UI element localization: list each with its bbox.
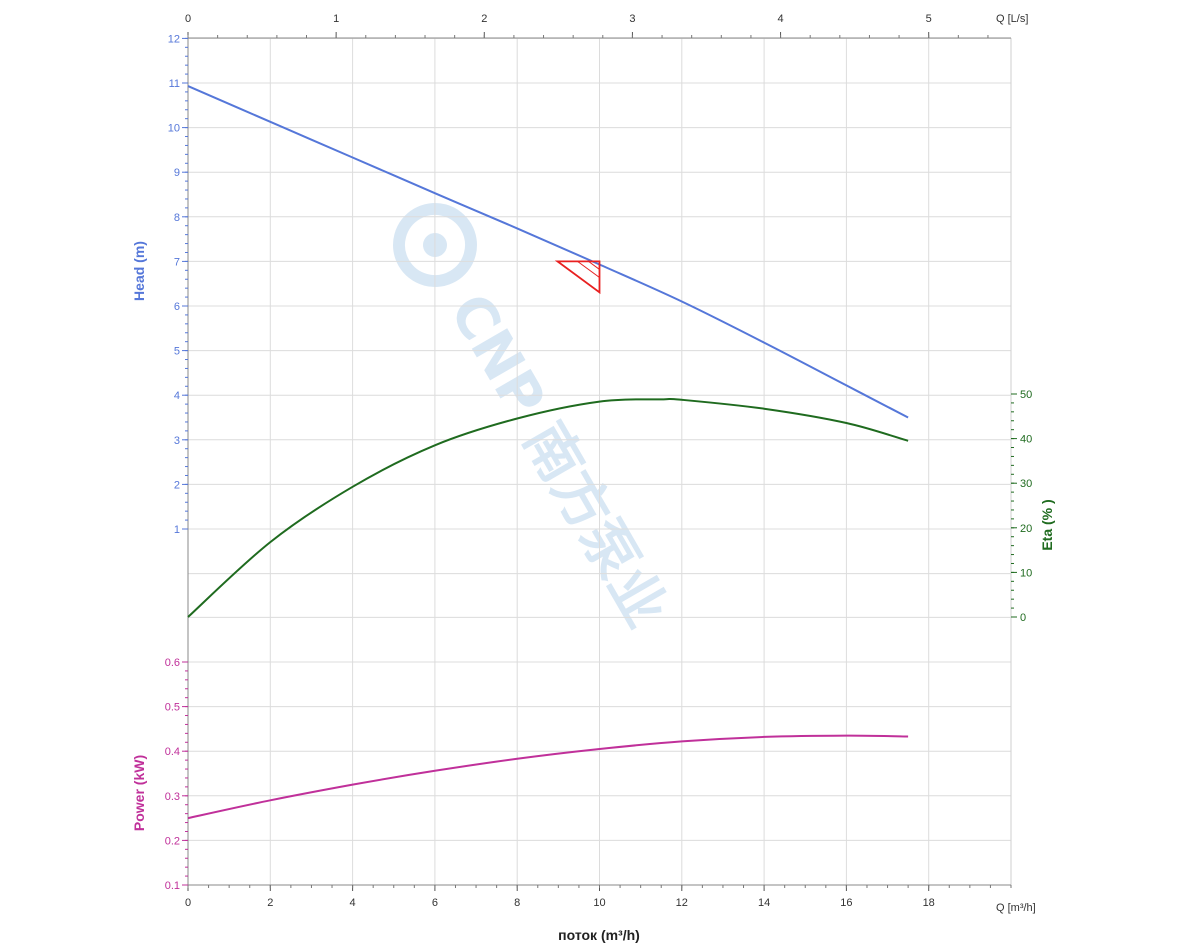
x-tick-label: 18 [923,897,935,909]
x-tick-label: 14 [758,897,770,909]
head-tick-label: 9 [174,167,180,179]
x-axis-unit-label: Q [m³/h] [996,902,1036,914]
duty-point-hatch [577,260,600,278]
power-tick-label: 0.3 [165,791,180,803]
eta-tick-label: 50 [1020,389,1032,401]
watermark-logo-icon [393,203,477,287]
duty-point-marker [554,260,601,295]
head-tick-label: 2 [174,479,180,491]
head-tick-label: 4 [174,390,180,402]
x-tick-label: 4 [350,897,356,909]
top-x-tick-label: 5 [926,13,932,25]
head-tick-label: 11 [169,78,180,90]
eta-tick-label: 0 [1020,612,1026,624]
watermark-group: CNP 南方泵业 [393,203,680,638]
grid [187,37,1012,886]
eta-tick-label: 20 [1020,523,1032,535]
x-tick-label: 10 [593,897,605,909]
duty-point-triangle [554,260,601,295]
head-tick-label: 1 [174,524,180,536]
head-tick-label: 12 [168,33,180,45]
head-axis-title: Head (m) [131,241,147,301]
head-tick-label: 6 [174,301,180,313]
x-tick-label: 0 [185,897,191,909]
top-x-tick-label: 0 [185,13,191,25]
power-tick-label: 0.5 [165,702,180,714]
top-x-tick-label: 1 [333,13,339,25]
x-tick-label: 16 [840,897,852,909]
secondary-x-axis-unit-label: Q [L/s] [996,13,1028,25]
watermark-text: CNP 南方泵业 [437,283,680,638]
x-axis-title: поток (m³/h) [558,927,640,943]
power-tick-label: 0.1 [165,880,180,892]
series [187,85,909,820]
eta-tick-label: 40 [1020,434,1032,446]
watermark: CNP 南方泵业 [393,203,680,638]
top-x-tick-label: 3 [629,13,635,25]
head-tick-label: 7 [174,256,180,268]
x-tick-label: 6 [432,897,438,909]
top-x-tick-label: 2 [481,13,487,25]
power-curve [187,734,909,820]
power-tick-label: 0.2 [165,835,180,847]
top-x-tick-label: 4 [777,13,783,25]
power-tick-label: 0.4 [165,746,180,758]
power-tick-label: 0.6 [165,657,180,669]
head-tick-label: 10 [168,123,180,135]
head-curve [187,85,909,419]
eta-curve [187,397,909,618]
eta-axis-title: Eta (% ) [1039,499,1055,550]
eta-tick-label: 10 [1020,567,1032,579]
head-tick-label: 3 [174,435,180,447]
head-tick-label: 8 [174,212,180,224]
power-axis-title: Power (kW) [131,755,147,831]
axes: 0 2 4 6 8 10 12 14 16 180 1 2 3 4 51234567891011120102… [165,13,1033,909]
head-tick-label: 5 [174,346,180,358]
x-tick-label: 12 [676,897,688,909]
x-tick-label: 8 [514,897,520,909]
duty-point-hatch [588,260,600,270]
x-tick-label: 2 [267,897,273,909]
eta-tick-label: 30 [1020,478,1032,490]
